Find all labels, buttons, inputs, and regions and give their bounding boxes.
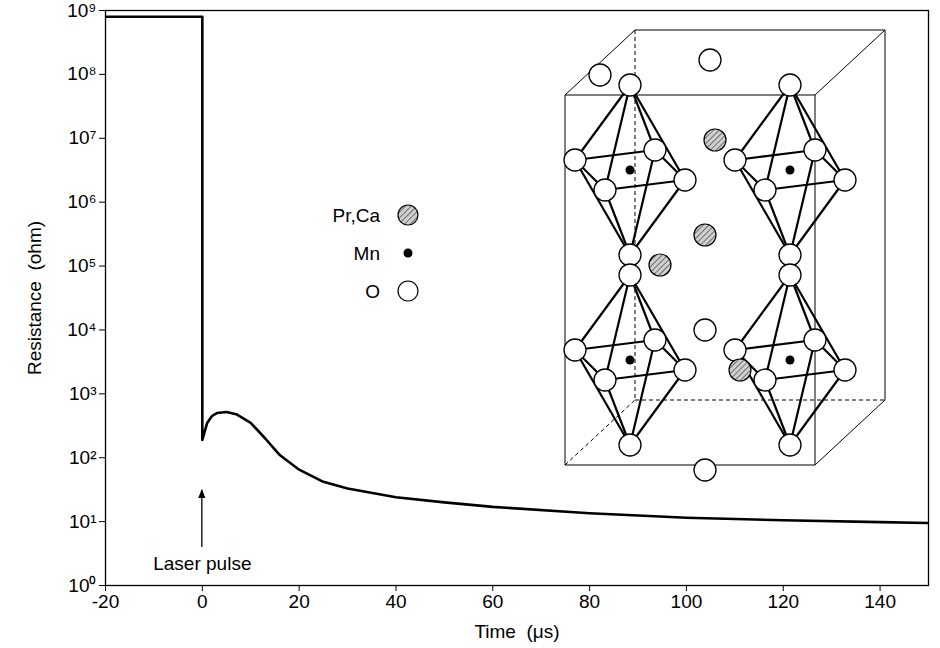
- svg-text:10⁸: 10⁸: [67, 63, 96, 84]
- svg-text:0: 0: [197, 591, 208, 612]
- svg-text:10⁷: 10⁷: [68, 127, 96, 148]
- svg-text:10²: 10²: [69, 447, 96, 468]
- svg-text:80: 80: [579, 591, 600, 612]
- svg-text:10¹: 10¹: [69, 511, 96, 532]
- svg-text:Time (μs): Time (μs): [474, 621, 559, 642]
- svg-text:100: 100: [671, 591, 703, 612]
- svg-text:10⁹: 10⁹: [67, 0, 96, 21]
- svg-text:140: 140: [864, 591, 896, 612]
- svg-text:60: 60: [482, 591, 503, 612]
- svg-text:Mn: Mn: [354, 243, 380, 264]
- svg-text:120: 120: [767, 591, 799, 612]
- svg-text:10⁵: 10⁵: [67, 255, 96, 276]
- svg-text:20: 20: [289, 591, 310, 612]
- svg-text:40: 40: [385, 591, 406, 612]
- svg-text:10⁴: 10⁴: [67, 319, 96, 340]
- svg-text:Pr,Ca: Pr,Ca: [332, 205, 380, 226]
- svg-text:-20: -20: [92, 591, 119, 612]
- svg-text:10⁰: 10⁰: [68, 574, 97, 596]
- svg-text:10⁶: 10⁶: [68, 191, 97, 212]
- svg-text:Laser pulse: Laser pulse: [153, 553, 251, 574]
- svg-text:10³: 10³: [69, 383, 96, 404]
- svg-text:O: O: [365, 281, 380, 302]
- svg-text:Resistance (ohm): Resistance (ohm): [24, 221, 45, 375]
